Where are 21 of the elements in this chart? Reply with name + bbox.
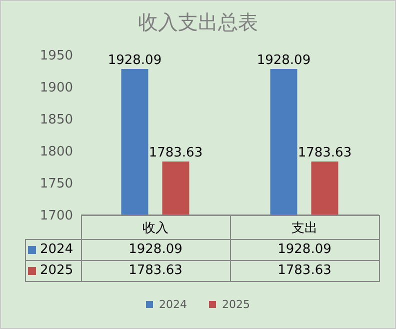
y-tick-label: 1700 — [40, 208, 73, 224]
text: 1928.09 — [256, 53, 311, 68]
y-tick-label: 1750 — [40, 176, 73, 192]
x-tick-label: 收入 — [142, 220, 170, 237]
legend-label: 2024 — [39, 242, 74, 257]
text: 2025 — [40, 263, 74, 278]
legend-label: 2025 — [221, 298, 250, 311]
text: 1783.63 — [298, 145, 352, 160]
data-label: 1928.09 — [276, 242, 332, 257]
y-tick-label: 1800 — [40, 144, 73, 160]
text: 2024 — [159, 298, 187, 311]
chart-title: 收入支出总表 — [137, 9, 259, 36]
y-tick-label: 1950 — [40, 48, 73, 64]
text: 1928.09 — [108, 53, 162, 68]
data-label: 1928.09 — [128, 242, 184, 257]
data-label: 1783.63 — [276, 263, 332, 278]
y-tick-label: 1900 — [40, 80, 73, 96]
text: 1783.63 — [148, 145, 203, 160]
data-label: 1783.63 — [128, 263, 184, 278]
x-tick-label: 支出 — [290, 220, 318, 237]
y-tick-label: 1850 — [40, 112, 73, 128]
